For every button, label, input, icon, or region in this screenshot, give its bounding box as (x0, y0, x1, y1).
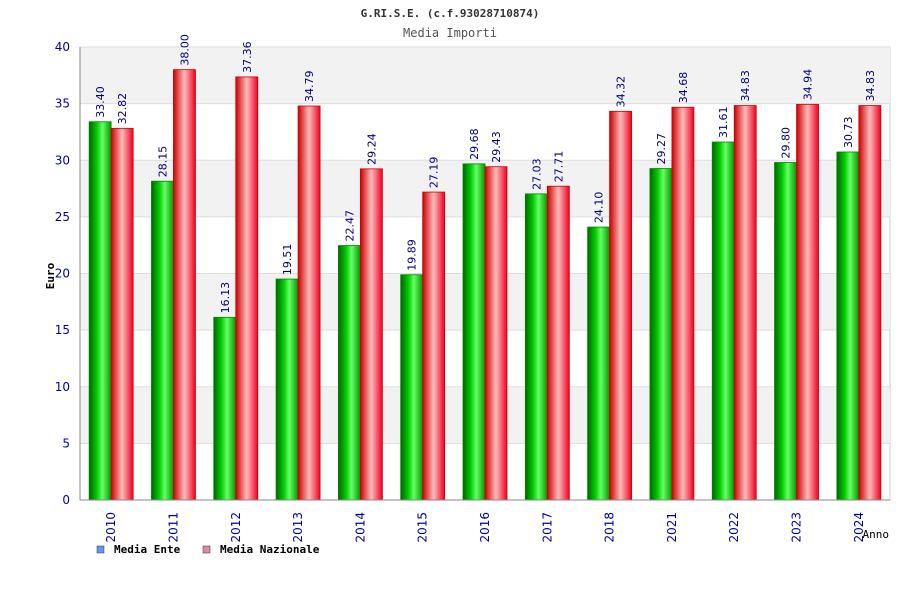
x-tick-label: 2018 (603, 512, 617, 543)
chart-subtitle: Media Importi (403, 26, 497, 40)
grid-band (80, 47, 890, 104)
bar-media-ente (400, 274, 424, 501)
data-label: 19.51 (281, 244, 294, 276)
bar-media-ente (275, 278, 299, 501)
bar-media-nazionale (796, 103, 819, 501)
y-tick-label: 20 (55, 267, 70, 281)
data-label: 38.00 (178, 34, 191, 66)
x-tick-label: 2011 (166, 512, 180, 543)
bar-media-ente (88, 121, 112, 501)
data-label: 19.89 (406, 239, 419, 271)
x-tick-label: 2014 (353, 512, 367, 543)
bar-media-nazionale (173, 69, 196, 501)
bar-media-nazionale (297, 105, 321, 501)
bar-media-ente (587, 226, 611, 501)
bar-media-ente (213, 316, 237, 501)
bar-media-ente (462, 163, 486, 501)
data-label: 34.83 (864, 70, 877, 102)
y-tick-label: 40 (55, 40, 70, 54)
data-label: 29.68 (468, 128, 481, 160)
bar-media-nazionale (671, 106, 695, 501)
x-tick-label: 2023 (790, 512, 804, 543)
y-axis-label: Euro (44, 262, 57, 289)
data-label: 34.32 (615, 76, 628, 108)
y-tick-label: 35 (55, 97, 70, 111)
x-tick-label: 2010 (104, 512, 118, 543)
x-tick-label: 2024 (852, 512, 866, 543)
bar-media-ente (774, 162, 797, 501)
data-label: 22.47 (343, 210, 356, 242)
x-tick-label: 2016 (478, 512, 492, 543)
legend-label-media-nazionale: Media Nazionale (220, 543, 320, 556)
x-axis-label: Anno (863, 528, 890, 541)
legend-swatch-media-ente (96, 545, 105, 554)
bar-media-nazionale (858, 105, 882, 501)
bar-media-ente (524, 193, 548, 501)
bar-media-nazionale (484, 166, 508, 501)
y-tick-label: 30 (55, 153, 70, 167)
bar-media-nazionale (422, 191, 446, 501)
data-label: 33.40 (94, 86, 107, 117)
data-label: 34.94 (802, 69, 815, 101)
data-label: 27.71 (552, 151, 565, 183)
data-label: 34.68 (677, 72, 690, 104)
chart-title: G.RI.S.E. (c.f.93028710874) (361, 7, 540, 20)
bar-media-nazionale (359, 168, 383, 501)
bars: 33.40 32.82 28.15 38.00 16.13 37.36 19.51 34.79… (88, 34, 882, 501)
bar-media-nazionale (546, 185, 570, 501)
data-label: 16.13 (219, 282, 232, 314)
bar-media-ente (836, 151, 860, 501)
x-tick-label: 2017 (540, 512, 554, 543)
bar-media-nazionale (110, 127, 134, 501)
axes: 0 5 10 15 20 25 30 35 40 2010 2011 2012 2013 2014 2015… (55, 40, 890, 543)
data-label: 29.43 (490, 131, 503, 163)
x-tick-label: 2013 (291, 512, 305, 543)
x-tick-label: 2012 (229, 512, 243, 543)
bar-media-ente (151, 180, 174, 501)
x-tick-label: 2015 (416, 512, 430, 543)
data-label: 32.82 (116, 93, 129, 124)
y-tick-label: 15 (55, 323, 70, 337)
y-tick-label: 0 (62, 493, 70, 507)
x-tick-label: 2021 (665, 512, 679, 543)
bar-media-nazionale (609, 110, 633, 501)
data-label: 34.79 (303, 71, 316, 103)
y-tick-label: 10 (55, 380, 70, 394)
legend-swatch-media-nazionale (202, 545, 211, 554)
bar-media-nazionale (235, 76, 259, 501)
bar-media-ente (337, 245, 361, 501)
bar-media-ente (649, 168, 673, 501)
data-label: 37.36 (241, 41, 254, 73)
data-label: 28.15 (156, 146, 169, 178)
data-label: 27.03 (530, 158, 543, 190)
data-label: 34.83 (739, 70, 752, 102)
data-label: 29.27 (655, 133, 668, 165)
data-label: 31.61 (717, 107, 730, 139)
data-label: 29.80 (780, 127, 793, 159)
y-tick-label: 25 (55, 210, 70, 224)
bar-media-ente (711, 141, 735, 501)
data-label: 29.24 (365, 133, 378, 165)
data-label: 30.73 (842, 116, 855, 148)
data-label: 27.19 (428, 157, 441, 189)
legend: Media Ente Media Nazionale (96, 543, 320, 556)
bar-media-nazionale (733, 105, 757, 501)
x-tick-label: 2022 (727, 512, 741, 543)
data-label: 24.10 (593, 192, 606, 224)
y-tick-label: 5 (62, 436, 70, 450)
legend-label-media-ente: Media Ente (114, 543, 181, 556)
